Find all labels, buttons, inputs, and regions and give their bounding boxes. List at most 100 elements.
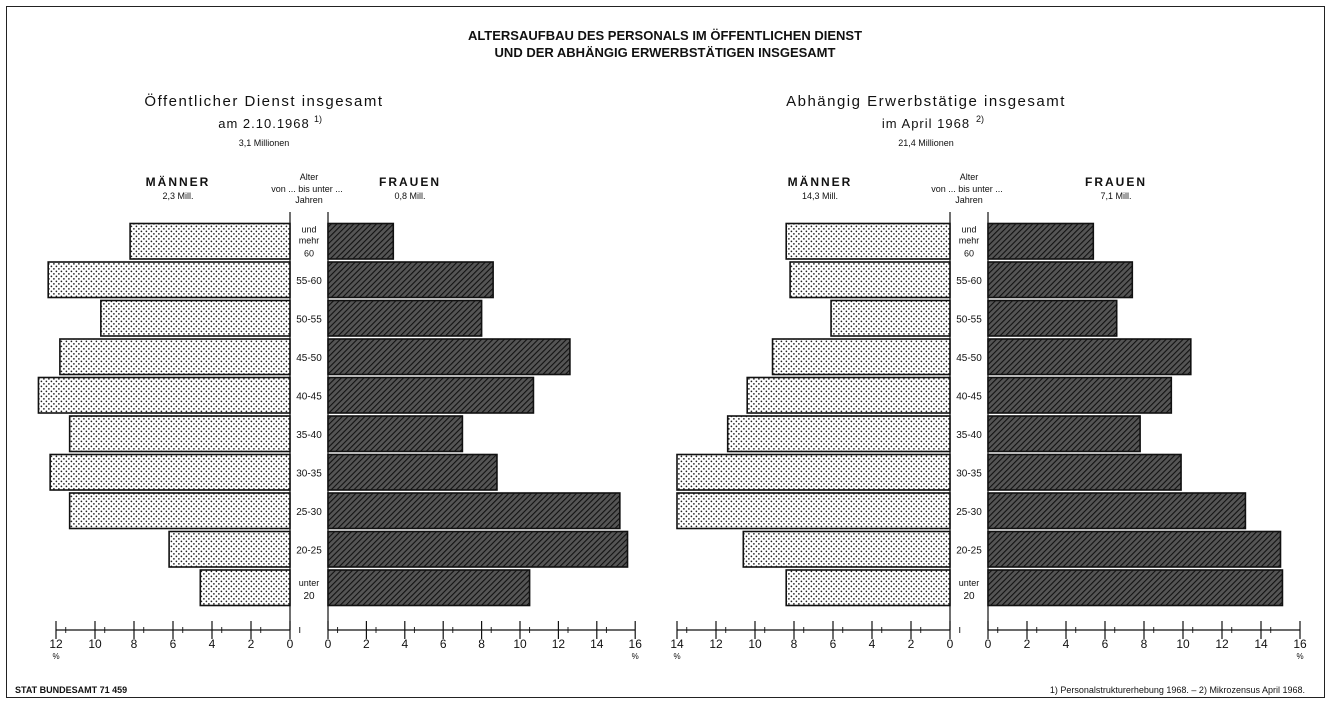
age-axis-header-line-3: Jahren: [955, 195, 983, 205]
bar-maenner: [785, 569, 951, 607]
x-tick-label-right: 2: [363, 637, 370, 651]
bar-frauen: [327, 261, 494, 299]
unit-label-right: %: [1296, 652, 1303, 661]
source-label: STAT BUNDESAMT 71 459: [15, 685, 127, 695]
bar-maenner: [771, 338, 951, 376]
unit-label-left: %: [52, 652, 59, 661]
age-label: 45-50: [956, 353, 982, 364]
bar-maenner: [742, 530, 951, 568]
bar-maenner: [676, 492, 951, 530]
x-tick-label-right: 8: [1141, 637, 1148, 651]
panel-total: 3,1 Millionen: [239, 138, 290, 148]
age-axis-header-line-1: Alter: [960, 172, 979, 182]
x-tick-label-right: 0: [325, 637, 332, 651]
series-total-frauen: 0,8 Mill.: [394, 191, 425, 201]
x-tick-label-right: 10: [1176, 637, 1190, 651]
x-tick-label-left: 10: [88, 637, 102, 651]
panel-title: Abhängig Erwerbstätige insgesamt: [786, 93, 1066, 110]
x-tick-label-right: 0: [985, 637, 992, 651]
bar-frauen: [327, 453, 498, 491]
x-tick-label-right: 8: [478, 637, 485, 651]
bar-maenner: [37, 376, 291, 414]
series-total-maenner: 14,3 Mill.: [802, 191, 838, 201]
unit-label-left: %: [673, 652, 680, 661]
x-tick-label-left: 0: [947, 637, 954, 651]
panel-title: Öffentlicher Dienst insgesamt: [144, 92, 383, 110]
x-tick-label-right: 10: [513, 637, 527, 651]
series-label-maenner: MÄNNER: [146, 174, 211, 189]
bar-frauen: [987, 453, 1182, 491]
x-tick-label-right: 4: [401, 637, 408, 651]
x-tick-label-left: 12: [709, 637, 723, 651]
pyramid-panel-1: Öffentlicher Dienst insgesamt am 2.10.196…: [37, 92, 643, 661]
bar-maenner: [726, 415, 951, 453]
x-tick-label-left: 8: [791, 637, 798, 651]
x-tick-label-right: 14: [590, 637, 604, 651]
age-label: 50-55: [956, 314, 982, 325]
age-label: 35-40: [956, 430, 982, 441]
age-label: 20-25: [296, 545, 322, 556]
age-axis-header-line-3: Jahren: [295, 195, 323, 205]
x-tick-label-left: 0: [287, 637, 294, 651]
age-label: und: [961, 224, 976, 234]
x-tick-label-left: 6: [170, 637, 177, 651]
x-tick-label-right: 2: [1024, 637, 1031, 651]
age-label: mehr: [299, 235, 320, 245]
x-tick-label-right: 12: [552, 637, 566, 651]
page-frame: [6, 6, 1325, 698]
bar-maenner: [68, 415, 291, 453]
age-label: unter: [299, 578, 320, 588]
x-tick-label-left: 8: [131, 637, 138, 651]
bar-frauen: [327, 376, 535, 414]
x-tick-label-left: 2: [248, 637, 255, 651]
pyramid-panel-2: Abhängig Erwerbstätige insgesamt im April…: [670, 93, 1307, 661]
age-label: 60: [304, 248, 314, 258]
age-label: 25-30: [296, 507, 322, 518]
age-label: 50-55: [296, 314, 322, 325]
footnote: 1) Personalstrukturerhebung 1968. – 2) M…: [1050, 685, 1305, 695]
age-label: 55-60: [956, 276, 982, 287]
series-label-maenner: MÄNNER: [788, 174, 853, 189]
bar-maenner: [199, 569, 291, 607]
bar-maenner: [830, 299, 951, 337]
bar-frauen: [327, 299, 483, 337]
panel-subtitle: am 2.10.1968: [218, 116, 310, 131]
bar-frauen: [987, 376, 1173, 414]
bar-frauen: [987, 415, 1141, 453]
bar-frauen: [987, 569, 1284, 607]
bar-frauen: [327, 222, 395, 260]
x-tick-label-right: 16: [629, 637, 643, 651]
bar-maenner: [789, 261, 951, 299]
panel-subtitle-footnote-mark: 1): [314, 114, 322, 124]
x-tick-label-right: 16: [1293, 637, 1307, 651]
age-label: 35-40: [296, 430, 322, 441]
bar-maenner: [49, 453, 291, 491]
age-label: 40-45: [956, 391, 982, 402]
bar-maenner: [168, 530, 291, 568]
x-tick-label-right: 14: [1254, 637, 1268, 651]
bar-frauen: [327, 338, 571, 376]
age-label: 60: [964, 248, 974, 258]
panel-subtitle-footnote-mark: 2): [976, 114, 984, 124]
x-tick-label-right: 12: [1215, 637, 1229, 651]
x-tick-label-right: 6: [440, 637, 447, 651]
bar-maenner: [746, 376, 951, 414]
chart-title-line-1: ALTERSAUFBAU DES PERSONALS IM ÖFFENTLICH…: [468, 28, 862, 43]
bar-maenner: [129, 222, 291, 260]
age-label: mehr: [959, 235, 980, 245]
age-label: 20: [963, 591, 975, 602]
x-tick-label-right: 4: [1063, 637, 1070, 651]
age-label: 40-45: [296, 391, 322, 402]
age-axis-header-line-2: von ... bis unter ...: [931, 184, 1003, 194]
series-label-frauen: FRAUEN: [379, 175, 441, 189]
age-label: unter: [959, 578, 980, 588]
bar-maenner: [676, 453, 951, 491]
age-label: 45-50: [296, 353, 322, 364]
bar-maenner: [47, 261, 291, 299]
bar-maenner: [785, 222, 951, 260]
bar-frauen: [987, 492, 1247, 530]
series-total-maenner: 2,3 Mill.: [162, 191, 193, 201]
age-label: 20: [303, 591, 315, 602]
bar-frauen: [327, 415, 464, 453]
